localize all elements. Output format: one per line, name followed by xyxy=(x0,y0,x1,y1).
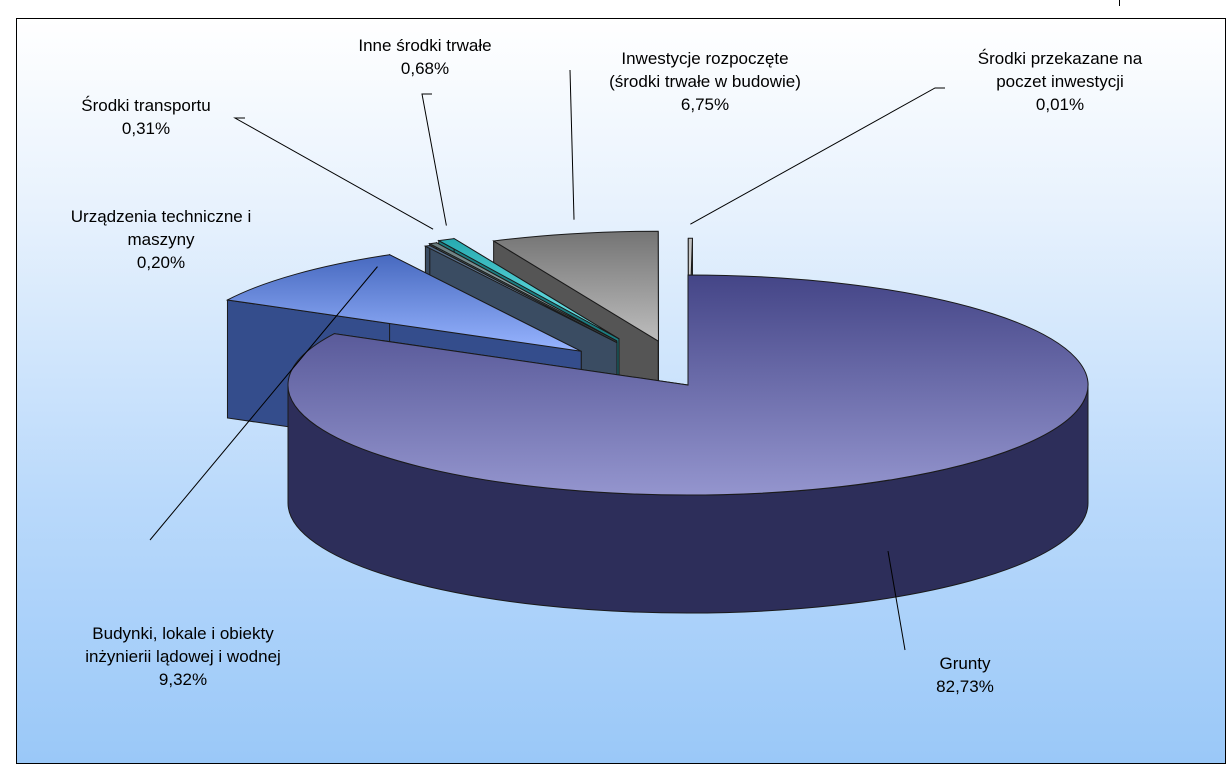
slice-label-budynki: Budynki, lokale i obiekty inżynierii ląd… xyxy=(85,624,281,689)
leader-lines xyxy=(149,69,945,651)
leader-line-inne xyxy=(421,93,447,226)
slice-label-inwestycje: Inwestycje rozpoczęte (środki trwałe w b… xyxy=(609,49,801,114)
leader-line-inwestycje xyxy=(569,69,575,220)
slice-label-transport: Środki transportu 0,31% xyxy=(81,96,211,138)
leader-line-przekazane xyxy=(690,87,945,225)
leader-line-budynki xyxy=(149,266,378,541)
pie-slice-grunty xyxy=(287,274,1089,614)
corner-tick xyxy=(1119,0,1120,6)
leader-line-transport xyxy=(233,117,434,230)
slice-label-grunty: Grunty 82,73% xyxy=(936,654,994,696)
slice-label-inne: Inne środki trwałe 0,68% xyxy=(358,36,492,78)
slice-label-urzadzenia: Urządzenia techniczne i maszyny 0,20% xyxy=(70,207,252,272)
slice-label-przekazane: Środki przekazane na poczet inwestycji 0… xyxy=(977,49,1143,114)
leader-line-grunty xyxy=(887,550,906,651)
